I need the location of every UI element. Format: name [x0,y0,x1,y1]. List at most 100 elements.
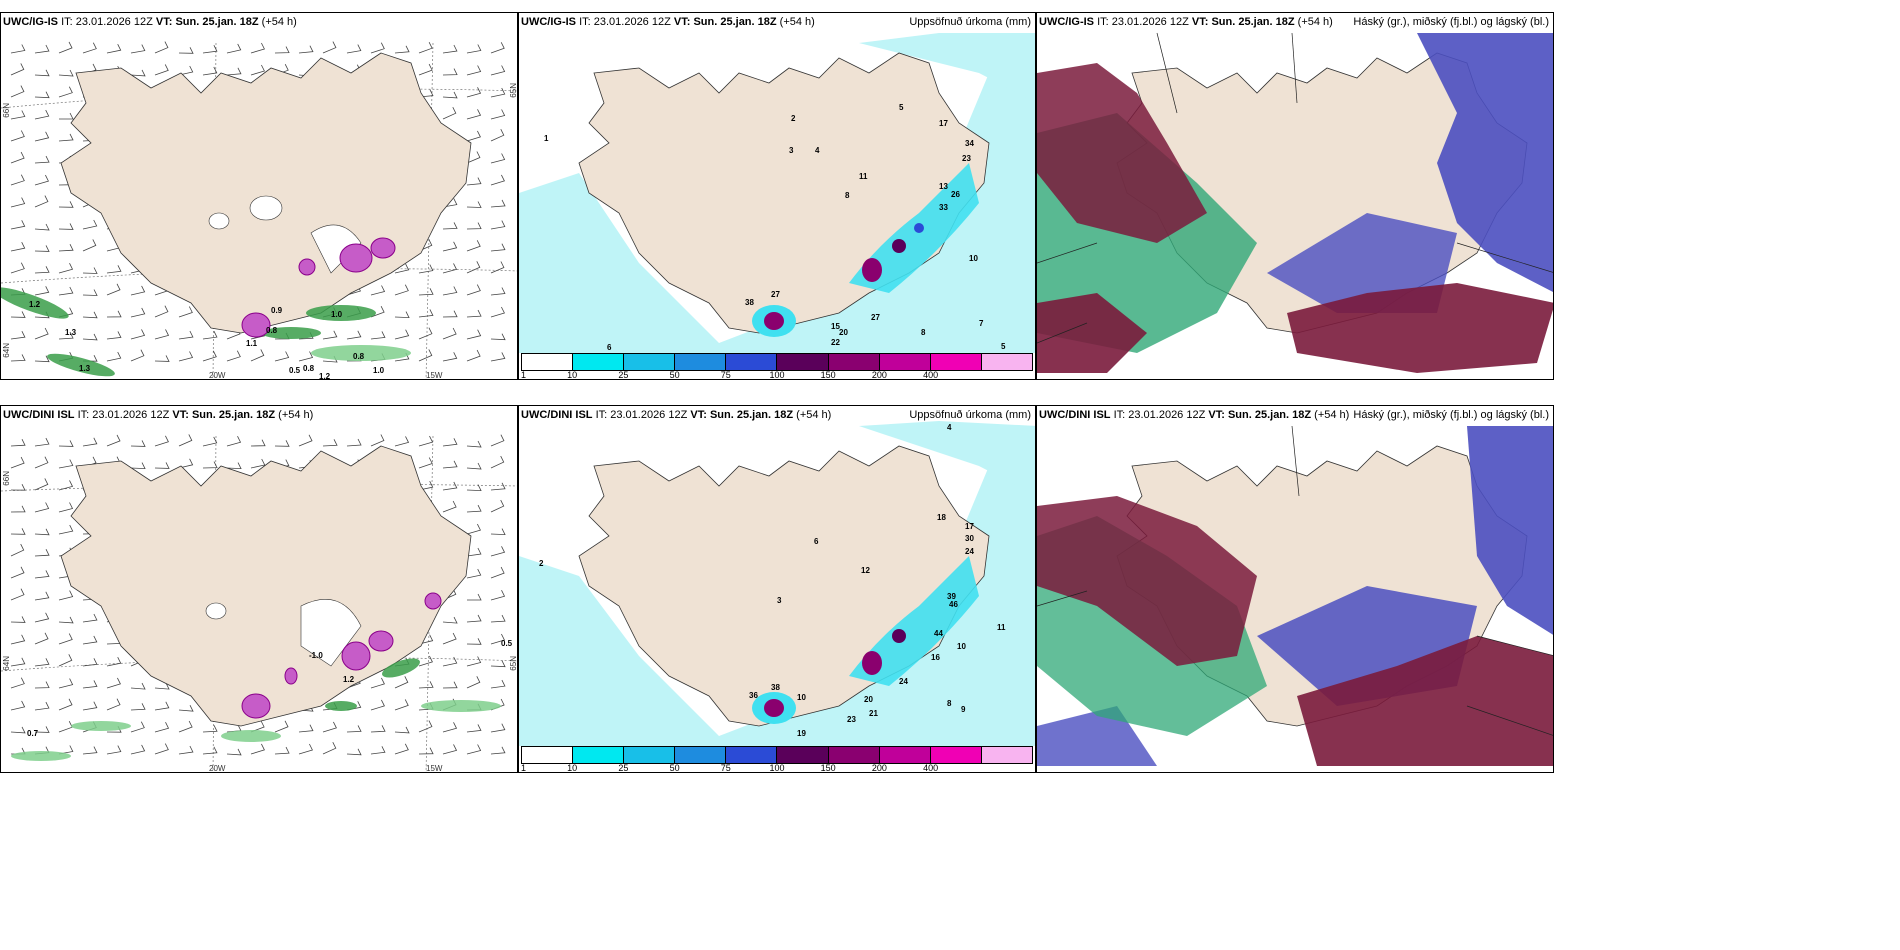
wind-barb [490,199,506,208]
precip-value: 46 [949,600,958,609]
wind-barb [250,439,266,447]
wind-barb [58,654,73,667]
legend-color-0 [522,747,574,763]
wind-barb [442,722,458,733]
wind-barb [34,549,50,557]
wind-barb [178,745,194,755]
wind-barb [250,42,265,54]
legend-tick: 25 [618,370,629,380]
legend-tick: 150 [820,370,836,380]
lat-label-66n: 66N [2,103,11,118]
precip-value: 23 [962,154,971,163]
wind-barb [442,481,458,491]
wind-barb [346,438,362,447]
wind-barb [82,333,98,341]
wind-barb [82,289,98,296]
legend-color-1 [573,747,625,763]
precip-map: 1 2 3 4 5 6 8 11 13 17 23 26 33 34 38 27… [519,33,1035,353]
precip-value: 44 [934,629,943,638]
precip-value: 4 [815,146,820,155]
precip-value: 5 [899,103,904,112]
wind-barb [58,459,74,469]
wind-barb [10,700,26,711]
wind-barb [34,570,50,579]
wind-barb [34,245,50,252]
wind-barb [418,720,433,733]
wind-barb [490,455,505,469]
legend-color-0 [522,354,574,370]
wind-barb [58,201,74,208]
wind-barb [466,109,482,120]
legend-color-5 [777,747,829,763]
wind-barb [490,546,506,557]
precip-value: 16 [931,653,940,662]
wind-barb [10,543,25,557]
wind-barb [34,44,50,54]
wind-barb [10,456,25,469]
precip-value: 21 [869,709,878,718]
wind-barb [106,44,122,54]
wind-barb [154,462,170,469]
wind-barb [490,723,506,733]
wind-barb [466,177,482,186]
legend-color-8 [930,747,982,763]
wind-value: 0.8 [303,364,315,373]
wind-barb [298,743,313,755]
lat-label-65n: 65N [509,83,518,98]
wind-barb [346,44,362,54]
cloud-field-label: Háský (gr.), miðský (fj.bl.) og lágský (… [1353,16,1549,28]
wind-barb [418,481,434,491]
wind-barb [466,676,481,689]
wind-barb [394,329,410,340]
wind-barb [34,286,50,296]
precip-legend: 1 10 25 50 75 100 150 200 400 [519,353,1035,379]
wind-barb [370,434,385,447]
panel-precip-top: UWC/IG-IS IT: 23.01.2026 12Z VT: Sun. 25… [518,12,1036,380]
wind-barb [82,635,98,645]
precip-value: 17 [965,522,974,531]
wind-barb [106,745,122,755]
wind-barb [490,434,505,447]
panel-precip-bottom: UWC/DINI ISL IT: 23.01.2026 12Z VT: Sun.… [518,405,1036,773]
wind-barb [59,112,74,120]
panel-cloud-bottom: UWC/DINI ISL IT: 23.01.2026 12Z VT: Sun.… [1036,405,1554,773]
precip-legend: 1 10 25 50 75 100 150 200 400 [519,746,1035,772]
wind-barb [274,440,290,447]
precip-map: 4 2 3 6 12 18 17 30 24 39 46 44 10 11 16… [519,421,1035,746]
wind-barb [178,65,194,76]
wind-barb [418,42,433,54]
wind-barb [58,69,74,77]
wind-barb [178,351,194,362]
wind-value: 1.3 [65,328,77,337]
wind-barb [34,591,50,601]
wind-barb [466,151,481,164]
wind-barb [58,223,74,230]
wind-barb [466,484,482,492]
wind-barb [10,588,25,601]
wind-barb [394,436,410,447]
wind-barb [490,333,506,341]
legend-tick: 150 [820,763,836,773]
wind-barb [370,42,385,54]
wind-barb [10,354,26,362]
wind-barb [106,698,121,711]
legend-color-4 [726,747,778,763]
wind-barb [466,744,482,755]
wind-barb [58,86,73,98]
wind-barb [58,440,74,447]
wind-barb [10,484,26,491]
wind-barb [130,721,145,733]
legend-color-5 [777,354,829,370]
wind-barb [10,726,26,734]
wind-barb [370,725,386,733]
wind-barb [58,133,74,142]
legend-color-3 [675,747,727,763]
precip-value: 8 [947,699,952,708]
precip-value: 26 [951,190,960,199]
wind-barb [10,44,26,54]
wind-barb [442,438,458,447]
wind-barb [394,284,409,296]
wind-barb [34,355,50,363]
wind-barb [394,45,410,54]
wind-barb [10,657,26,667]
